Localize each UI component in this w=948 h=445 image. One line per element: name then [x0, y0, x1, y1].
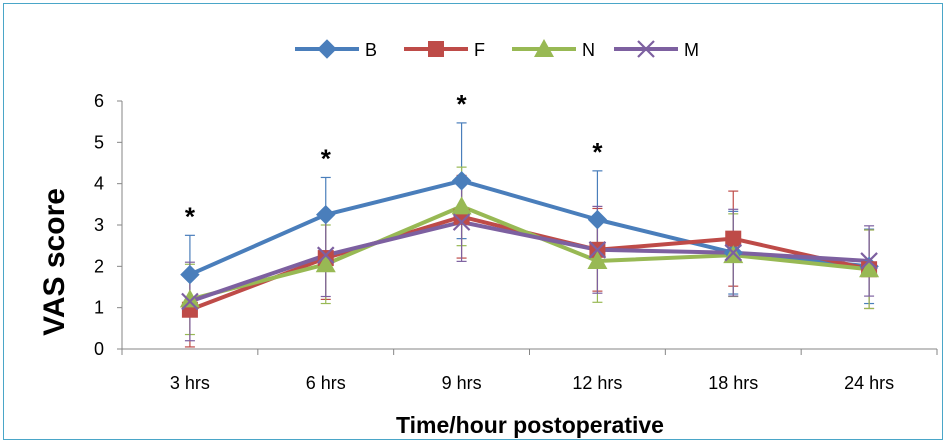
series-lines — [189, 178, 870, 312]
x-tick-label: 6 hrs — [306, 373, 346, 393]
legend-label-f: F — [474, 40, 485, 60]
y-tick-label: 6 — [94, 91, 104, 111]
data-point-m — [181, 292, 199, 311]
data-point-n — [859, 259, 880, 278]
significance-star: * — [321, 143, 332, 173]
y-axis-title: VAS score — [38, 188, 71, 336]
data-point-m — [452, 213, 471, 231]
x-tick-label: 3 hrs — [170, 373, 210, 393]
data-point-n — [451, 196, 472, 215]
legend-label-b: B — [365, 40, 377, 60]
legend-marker-b — [317, 39, 337, 59]
annotations: * * * * — [185, 89, 604, 231]
series-markers — [179, 171, 880, 318]
data-point-m — [724, 243, 743, 262]
data-point-n — [179, 289, 200, 308]
y-tick-label: 0 — [94, 339, 104, 359]
significance-star: * — [185, 201, 196, 231]
data-point-m — [860, 252, 878, 270]
y-tick-label: 5 — [94, 132, 104, 152]
axes: 0 1 2 3 4 5 6 3 hrs 6 hrs 9 hrs 12 hrs 18 hrs 24 hrs — [94, 91, 938, 393]
legend-marker-m — [637, 40, 655, 58]
x-tick-label: 9 hrs — [442, 373, 482, 393]
series-line-n — [189, 204, 870, 302]
data-point-n — [587, 250, 608, 269]
x-axis-title: Time/hour postoperative — [396, 412, 664, 438]
y-tick-label: 1 — [94, 298, 104, 318]
y-tick-label: 4 — [94, 174, 104, 194]
data-point-b — [316, 204, 336, 225]
legend-label-n: N — [582, 40, 595, 60]
data-point-f — [725, 230, 742, 247]
data-point-n — [315, 254, 336, 273]
y-tick-label: 3 — [94, 215, 104, 235]
data-point-b — [180, 264, 200, 285]
data-point-m — [316, 246, 335, 264]
significance-star: * — [592, 137, 603, 167]
legend-label-m: M — [684, 40, 699, 60]
x-tick-label: 18 hrs — [708, 373, 758, 393]
legend-marker-f — [428, 41, 444, 57]
series-line-m — [189, 220, 870, 304]
y-tick-label: 2 — [94, 256, 104, 276]
x-tick-label: 12 hrs — [572, 373, 622, 393]
significance-star: * — [457, 89, 468, 119]
data-point-m — [588, 241, 607, 259]
legend-marker-n — [534, 39, 554, 57]
data-point-b — [451, 171, 472, 191]
x-tick-label: 24 hrs — [844, 373, 894, 393]
data-point-b — [587, 209, 608, 230]
